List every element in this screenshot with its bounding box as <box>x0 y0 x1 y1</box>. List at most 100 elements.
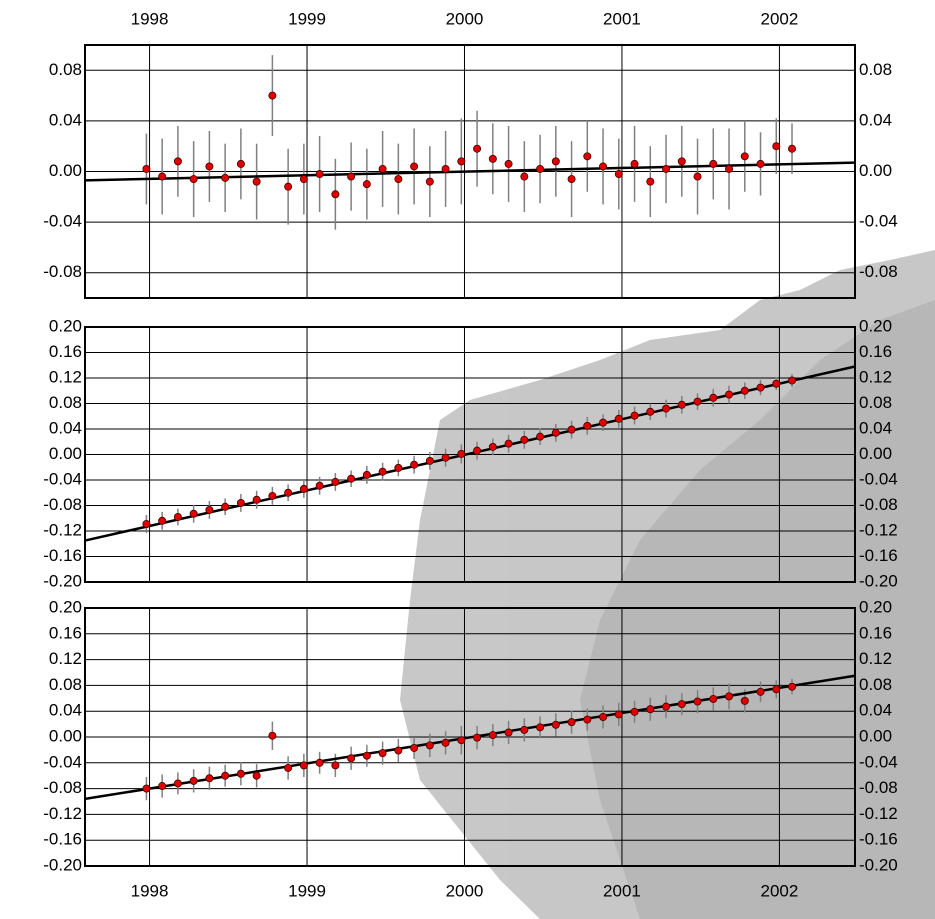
data-point <box>347 754 356 763</box>
y-tick-label-right: 0.08 <box>859 60 892 79</box>
y-tick-label-right: -0.08 <box>859 262 898 281</box>
data-point <box>268 91 277 100</box>
data-point <box>551 428 560 437</box>
data-point <box>693 172 702 181</box>
y-tick-label: 0.16 <box>49 342 82 361</box>
data-point <box>284 763 293 772</box>
y-tick-label: 0.16 <box>49 623 82 642</box>
data-point <box>378 164 387 173</box>
data-point <box>331 190 340 199</box>
data-point <box>788 682 797 691</box>
data-point <box>236 769 245 778</box>
data-point <box>646 705 655 714</box>
y-tick-label: 0.20 <box>49 316 82 335</box>
y-tick-label-right: 0.08 <box>859 393 892 412</box>
x-tick-label: 2001 <box>603 9 641 28</box>
data-point <box>410 743 419 752</box>
panel: -0.20 -0.20 -0.16 -0.16 -0.12 -0.12 -0.08 -0.08… <box>43 597 898 900</box>
data-point <box>221 502 230 511</box>
data-point <box>740 386 749 395</box>
data-point <box>331 761 340 770</box>
data-point <box>378 467 387 476</box>
y-tick-label-right: -0.08 <box>859 778 898 797</box>
y-tick-label: -0.08 <box>43 262 82 281</box>
y-tick-label: 0.08 <box>49 393 82 412</box>
y-tick-label: -0.20 <box>43 855 82 874</box>
y-tick-label-right: 0.00 <box>859 444 892 463</box>
y-tick-label: -0.20 <box>43 571 82 590</box>
data-point <box>142 519 151 528</box>
data-point <box>221 771 230 780</box>
y-tick-label-right: -0.12 <box>859 804 898 823</box>
data-point <box>299 175 308 184</box>
data-point <box>394 175 403 184</box>
y-tick-label-right: 0.12 <box>859 649 892 668</box>
data-point <box>520 172 529 181</box>
x-tick-label: 2002 <box>761 881 799 900</box>
y-tick-label: 0.20 <box>49 597 82 616</box>
y-tick-label: 0.12 <box>49 649 82 668</box>
y-tick-label-right: -0.20 <box>859 855 898 874</box>
data-point <box>252 177 261 186</box>
y-tick-label-right: 0.04 <box>859 418 892 437</box>
data-point <box>630 159 639 168</box>
data-point <box>536 432 545 441</box>
data-point <box>315 758 324 767</box>
data-point <box>599 418 608 427</box>
y-tick-label-right: 0.08 <box>859 675 892 694</box>
data-point <box>473 733 482 742</box>
y-tick-label: -0.08 <box>43 778 82 797</box>
y-tick-label: -0.04 <box>43 752 82 771</box>
panel: -0.20 -0.20 -0.16 -0.16 -0.12 -0.12 -0.08 -0.08… <box>43 316 898 590</box>
data-point <box>173 512 182 521</box>
data-point <box>536 723 545 732</box>
data-point <box>425 741 434 750</box>
data-point <box>583 421 592 430</box>
data-point <box>614 710 623 719</box>
y-tick-label-right: -0.08 <box>859 495 898 514</box>
y-tick-label-right: 0.04 <box>859 701 892 720</box>
data-point <box>693 397 702 406</box>
plot-frame <box>84 607 856 867</box>
data-point <box>158 782 167 791</box>
x-tick-label: 2000 <box>446 9 484 28</box>
data-point <box>457 157 466 166</box>
y-tick-label: -0.12 <box>43 804 82 823</box>
data-point <box>236 159 245 168</box>
data-point <box>677 157 686 166</box>
data-point <box>567 718 576 727</box>
data-point <box>662 164 671 173</box>
data-point <box>158 516 167 525</box>
data-point <box>441 453 450 462</box>
y-tick-label-right: 0.00 <box>859 726 892 745</box>
data-point <box>756 383 765 392</box>
y-tick-label: 0.00 <box>49 161 82 180</box>
y-tick-label: 0.00 <box>49 726 82 745</box>
y-tick-label: -0.16 <box>43 546 82 565</box>
panel: -0.08 -0.08 -0.04 -0.04 0.00 0.00 0.04 0.04 0.08… <box>43 9 898 299</box>
data-point <box>189 175 198 184</box>
x-tick-label: 2002 <box>761 9 799 28</box>
data-point <box>709 694 718 703</box>
data-point <box>677 700 686 709</box>
data-point <box>205 505 214 514</box>
data-point <box>488 154 497 163</box>
y-tick-label: -0.08 <box>43 495 82 514</box>
data-point <box>709 159 718 168</box>
data-point <box>378 749 387 758</box>
data-point <box>504 728 513 737</box>
data-point <box>347 172 356 181</box>
data-point <box>268 491 277 500</box>
data-point <box>236 498 245 507</box>
y-tick-label-right: 0.12 <box>859 367 892 386</box>
data-point <box>772 379 781 388</box>
y-tick-label: -0.12 <box>43 520 82 539</box>
x-tick-label: 2001 <box>603 881 641 900</box>
data-point <box>441 738 450 747</box>
x-tick-label: 2000 <box>446 881 484 900</box>
data-point <box>614 170 623 179</box>
data-point <box>709 393 718 402</box>
data-point <box>488 731 497 740</box>
data-point <box>551 720 560 729</box>
